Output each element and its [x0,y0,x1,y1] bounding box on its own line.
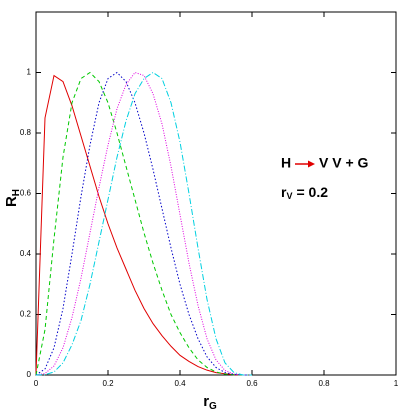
y-label-main: R [3,196,20,207]
x-tick-label: 0.8 [318,379,330,388]
process-final: V V + G [319,155,369,171]
x-tick-label: 0.2 [102,379,114,388]
y-tick-label: 0.6 [20,189,32,198]
x-label-sub: G [209,401,217,409]
x-tick-label: 0.4 [174,379,186,388]
curve [35,71,252,376]
y-tick-label: 0.4 [20,249,32,258]
parameter-value: = 0.2 [296,184,328,200]
y-tick-label: 0.2 [20,310,32,319]
process-arrowhead [308,160,315,168]
process-initial: H [281,155,291,171]
y-tick-label: 0 [27,370,32,379]
parameter-name: r [281,184,287,200]
x-tick-label: 0.6 [246,379,258,388]
parameter-label: rV = 0.2 [281,184,328,202]
curve [35,74,252,376]
x-tick-label: 1 [394,379,399,388]
plot-frame [35,11,397,376]
y-axis-label: RH [3,189,22,207]
curve [35,71,252,376]
y-tick-label: 1 [27,68,32,77]
x-tick-label: 0 [34,379,39,388]
y-tick-label: 0.8 [20,128,32,137]
x-axis-label: rG [203,393,217,409]
curve [35,71,252,376]
x-label-main: r [203,393,209,409]
y-label-sub: H [11,189,22,196]
curve [35,71,252,376]
parameter-sub: V [286,191,292,201]
